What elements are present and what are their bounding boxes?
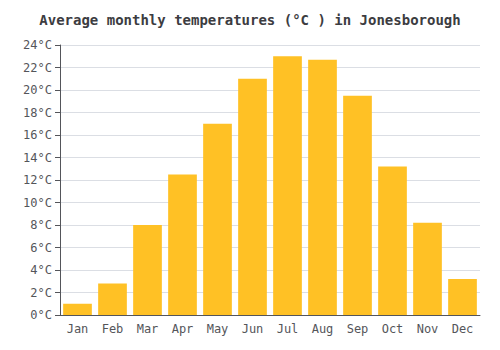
svg-text:Oct: Oct [382, 322, 404, 336]
svg-text:May: May [207, 322, 229, 336]
svg-text:0°C: 0°C [30, 308, 52, 322]
svg-text:4°C: 4°C [30, 263, 52, 277]
svg-text:14°C: 14°C [23, 151, 52, 165]
svg-text:16°C: 16°C [23, 128, 52, 142]
svg-text:18°C: 18°C [23, 106, 52, 120]
svg-text:12°C: 12°C [23, 173, 52, 187]
svg-text:Mar: Mar [137, 322, 159, 336]
svg-text:10°C: 10°C [23, 196, 52, 210]
svg-text:Aug: Aug [312, 322, 334, 336]
svg-text:Dec: Dec [452, 322, 474, 336]
svg-text:22°C: 22°C [23, 61, 52, 75]
svg-text:20°C: 20°C [23, 83, 52, 97]
svg-text:8°C: 8°C [30, 218, 52, 232]
svg-text:Apr: Apr [172, 322, 194, 336]
svg-text:Sep: Sep [347, 322, 369, 336]
svg-text:6°C: 6°C [30, 241, 52, 255]
svg-text:Average monthly temperatures (: Average monthly temperatures (°C ) in Jo… [39, 12, 460, 28]
svg-text:Nov: Nov [417, 322, 439, 336]
svg-text:Jun: Jun [242, 322, 264, 336]
svg-text:Feb: Feb [102, 322, 124, 336]
svg-text:Jul: Jul [277, 322, 299, 336]
svg-text:Jan: Jan [67, 322, 89, 336]
svg-text:24°C: 24°C [23, 38, 52, 52]
svg-text:2°C: 2°C [30, 286, 52, 300]
